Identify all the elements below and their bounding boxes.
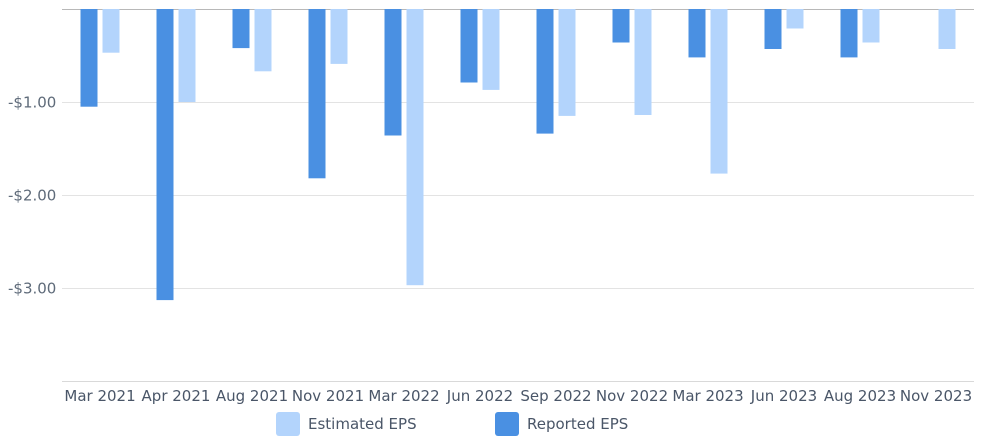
legend-item-estimated[interactable]: Estimated EPS [276, 412, 417, 436]
bars [80, 9, 956, 301]
x-axis-categories: Mar 2021 Apr 2021 Aug 2021 Nov 2021 Mar 2022… [64, 387, 972, 405]
legend: Estimated EPS Reported EPS [0, 412, 982, 442]
bar-estimated[interactable] [482, 9, 500, 90]
bar-estimated[interactable] [710, 9, 728, 174]
bar-estimated[interactable] [938, 9, 956, 49]
y-tick-label: -$2.00 [8, 187, 56, 205]
legend-label-estimated: Estimated EPS [308, 415, 417, 433]
x-category-label: Mar 2022 [368, 387, 439, 405]
y-axis-ticks: -$1.00 -$2.00 -$3.00 [8, 94, 56, 298]
bar-reported[interactable] [536, 9, 554, 134]
x-category-label: Jun 2022 [446, 387, 513, 405]
x-category-label: Nov 2021 [292, 387, 364, 405]
bar-reported[interactable] [308, 9, 326, 179]
x-category-label: Apr 2021 [142, 387, 211, 405]
bar-reported[interactable] [764, 9, 782, 49]
legend-swatch-reported [495, 412, 519, 436]
bar-reported[interactable] [384, 9, 402, 136]
bar-reported[interactable] [156, 9, 174, 301]
bar-estimated[interactable] [102, 9, 120, 53]
bar-estimated[interactable] [634, 9, 652, 115]
bar-reported[interactable] [688, 9, 706, 58]
bar-reported[interactable] [840, 9, 858, 58]
bar-estimated[interactable] [862, 9, 880, 43]
x-category-label: Aug 2021 [216, 387, 288, 405]
y-tick-label: -$3.00 [8, 280, 56, 298]
bar-reported[interactable] [80, 9, 98, 107]
bar-estimated[interactable] [406, 9, 424, 286]
bar-estimated[interactable] [178, 9, 196, 102]
bar-reported[interactable] [232, 9, 250, 49]
bar-estimated[interactable] [254, 9, 272, 72]
eps-bar-chart: -$1.00 -$2.00 -$3.00 Mar 2021 Apr 2021 Aug 2… [8, 9, 974, 405]
x-category-label: Nov 2022 [596, 387, 668, 405]
bar-estimated[interactable] [558, 9, 576, 116]
x-category-label: Mar 2023 [672, 387, 743, 405]
x-category-label: Aug 2023 [824, 387, 896, 405]
x-category-label: Sep 2022 [520, 387, 591, 405]
y-tick-label: -$1.00 [8, 94, 56, 112]
bar-estimated[interactable] [330, 9, 348, 64]
x-category-label: Jun 2023 [750, 387, 817, 405]
bar-estimated[interactable] [786, 9, 804, 29]
x-category-label: Mar 2021 [64, 387, 135, 405]
x-category-label: Nov 2023 [900, 387, 972, 405]
bar-reported[interactable] [460, 9, 478, 83]
legend-label-reported: Reported EPS [527, 415, 629, 433]
legend-swatch-estimated [276, 412, 300, 436]
grid-lines [62, 9, 974, 382]
legend-item-reported[interactable]: Reported EPS [495, 412, 628, 436]
bar-reported[interactable] [612, 9, 630, 43]
